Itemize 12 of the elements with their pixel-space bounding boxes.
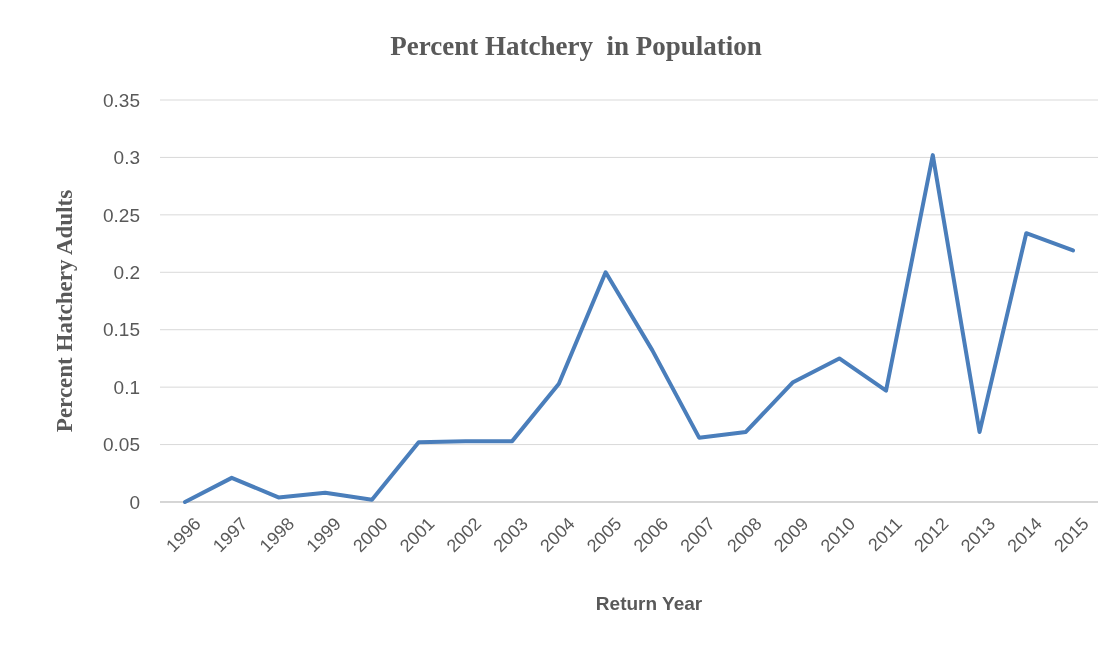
y-tick-label: 0.2 xyxy=(113,261,140,283)
y-axis-title: Percent Hatchery Adults xyxy=(52,189,77,433)
y-tick-label: 0.1 xyxy=(113,376,140,398)
y-tick-label: 0 xyxy=(129,491,140,513)
x-axis-title: Return Year xyxy=(595,593,703,614)
y-tick-label: 0.15 xyxy=(103,319,140,341)
y-tick-label: 0.35 xyxy=(103,89,140,111)
y-tick-label: 0.25 xyxy=(103,204,140,226)
y-tick-label: 0.05 xyxy=(103,434,140,456)
chart-title: Percent Hatchery in Population xyxy=(390,31,762,61)
y-tick-label: 0.3 xyxy=(113,147,140,169)
line-series xyxy=(183,153,1075,504)
